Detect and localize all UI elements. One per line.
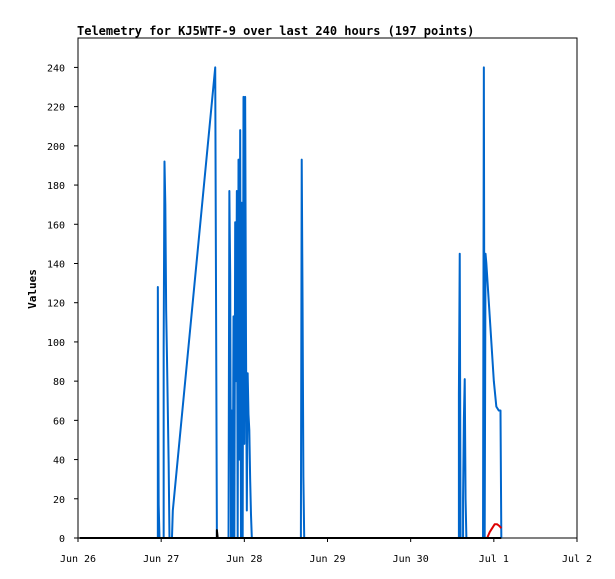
y-tick-label: 160 bbox=[47, 220, 65, 231]
y-tick-label: 60 bbox=[53, 416, 65, 427]
x-tick-label: Jul 2 bbox=[562, 554, 592, 565]
y-tick-label: 240 bbox=[47, 63, 65, 74]
y-tick-label: 220 bbox=[47, 103, 65, 114]
y-tick-label: 180 bbox=[47, 181, 65, 192]
y-axis: 0 20 40 60 80 100 120 140 160 180 200 220 240 bbox=[47, 63, 78, 545]
y-tick-label: 140 bbox=[47, 259, 65, 270]
y-tick-label: 20 bbox=[53, 495, 65, 506]
series-layer bbox=[79, 66, 503, 539]
x-tick-label: Jun 27 bbox=[143, 554, 179, 565]
y-tick-label: 100 bbox=[47, 338, 65, 349]
x-axis: Jun 26 Jun 27 Jun 28 Jun 29 Jun 30 Jul 1 Jul 2 bbox=[60, 538, 592, 565]
y-tick-label: 40 bbox=[53, 456, 65, 467]
x-tick-label: Jun 28 bbox=[226, 554, 262, 565]
series-line-1 bbox=[486, 523, 503, 539]
y-tick-label: 80 bbox=[53, 377, 65, 388]
x-tick-label: Jun 30 bbox=[393, 554, 429, 565]
y-axis-label: Values bbox=[26, 269, 39, 309]
y-tick-label: 120 bbox=[47, 299, 65, 310]
y-tick-label: 200 bbox=[47, 142, 65, 153]
x-tick-label: Jun 26 bbox=[60, 554, 96, 565]
plot-frame bbox=[77, 37, 578, 539]
series-line-0 bbox=[156, 66, 503, 539]
x-tick-label: Jun 29 bbox=[309, 554, 345, 565]
chart-title: Telemetry for KJ5WTF-9 over last 240 hou… bbox=[77, 24, 474, 38]
series-line-3 bbox=[215, 529, 219, 539]
x-tick-label: Jul 1 bbox=[479, 554, 509, 565]
y-tick-label: 0 bbox=[59, 534, 65, 545]
